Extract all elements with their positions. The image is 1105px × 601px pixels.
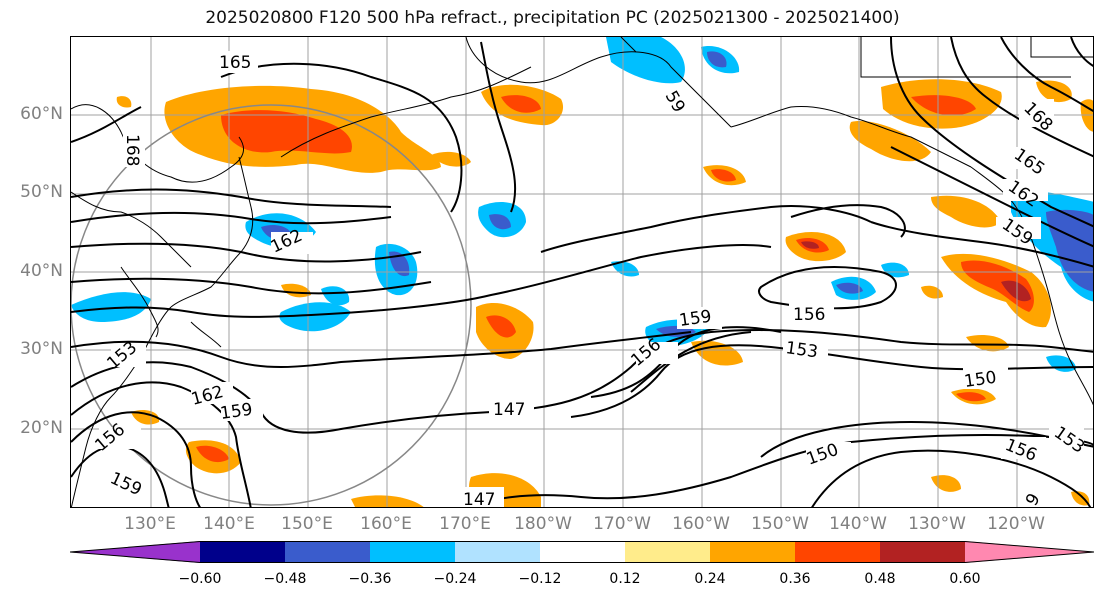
precip-area bbox=[1071, 491, 1090, 506]
contour-label: 168 bbox=[122, 134, 142, 166]
contour-label: 9 bbox=[1022, 490, 1045, 508]
precip-area bbox=[836, 282, 863, 294]
contour-label: 159 bbox=[678, 307, 713, 331]
colorbar-tick: 0.48 bbox=[864, 571, 896, 587]
colorbar-segment bbox=[795, 541, 880, 563]
colorbar-segment bbox=[370, 541, 455, 563]
contour-label: 147 bbox=[463, 490, 495, 508]
colorbar-segment bbox=[880, 541, 965, 563]
lon-label-130w: 130°W bbox=[908, 514, 966, 534]
lon-label-170w: 170°W bbox=[593, 514, 651, 534]
precip-area bbox=[321, 286, 350, 306]
precip-area bbox=[606, 37, 685, 84]
precip-area bbox=[931, 475, 961, 492]
precip-area bbox=[881, 262, 909, 278]
height-contours bbox=[71, 37, 1093, 507]
lon-label-170e: 170°E bbox=[439, 514, 491, 534]
precip-area bbox=[501, 95, 541, 113]
precip-area bbox=[71, 292, 151, 322]
lon-label-140w: 140°W bbox=[829, 514, 887, 534]
precip-area bbox=[131, 410, 160, 425]
map-svg: 165 168 162 153 162 159 156 159 147 147 … bbox=[71, 37, 1093, 508]
precip-area bbox=[221, 110, 352, 154]
lon-label-150e: 150°E bbox=[281, 514, 333, 534]
chart-title: 2025020800 F120 500 hPa refract., precip… bbox=[205, 8, 900, 28]
precip-area bbox=[489, 214, 511, 230]
lon-label-150w: 150°W bbox=[751, 514, 809, 534]
precip-area bbox=[966, 335, 1009, 352]
lon-label-130e: 130°E bbox=[124, 514, 176, 534]
colorbar-tick: −0.36 bbox=[348, 571, 392, 587]
colorbar-segment bbox=[625, 541, 710, 563]
precip-area bbox=[611, 261, 639, 277]
colorbar-tick: −0.48 bbox=[263, 571, 307, 587]
precip-area bbox=[961, 260, 1034, 312]
precip-area bbox=[921, 285, 943, 299]
lon-label-120w: 120°W bbox=[987, 514, 1045, 534]
colorbar-tick: −0.12 bbox=[518, 571, 562, 587]
lat-label-30n: 30°N bbox=[20, 339, 63, 359]
contour-label: 147 bbox=[493, 400, 525, 420]
colorbar-tick: 0.60 bbox=[949, 571, 981, 587]
colorbar-tick: −0.24 bbox=[433, 571, 477, 587]
contour-label: 159 bbox=[219, 400, 254, 424]
precip-area bbox=[1036, 80, 1072, 103]
precip-area bbox=[1001, 280, 1031, 302]
precip-area bbox=[389, 251, 410, 277]
precip-area bbox=[691, 340, 743, 366]
map-panel: 165 168 162 153 162 159 156 159 147 147 … bbox=[70, 36, 1094, 508]
precip-area bbox=[486, 315, 516, 338]
colorbar-segment bbox=[200, 541, 285, 563]
colorbar-tick: 0.12 bbox=[609, 571, 641, 587]
precip-area bbox=[931, 195, 1001, 228]
precip-area bbox=[801, 241, 819, 249]
precip-area bbox=[956, 392, 986, 402]
colorbar bbox=[70, 541, 1094, 563]
precip-area bbox=[707, 51, 727, 68]
precip-area bbox=[711, 169, 736, 182]
precip-area bbox=[116, 96, 132, 108]
colorbar-segment bbox=[455, 541, 540, 563]
colorbar-segment bbox=[285, 541, 370, 563]
contour-label: 153 bbox=[784, 338, 819, 362]
contour-label: 150 bbox=[963, 368, 998, 392]
lat-label-60n: 60°N bbox=[20, 104, 63, 124]
colorbar-segment bbox=[710, 541, 795, 563]
contour-label: 156 bbox=[793, 305, 825, 325]
contour-label: 59 bbox=[661, 88, 689, 117]
colorbar-segment bbox=[965, 541, 1094, 563]
colorbar-segment bbox=[70, 541, 200, 563]
precip-area bbox=[196, 445, 229, 463]
colorbar-tick: 0.24 bbox=[694, 571, 726, 587]
lon-label-180w: 180°W bbox=[514, 514, 572, 534]
range-circle bbox=[71, 104, 472, 506]
colorbar-tick: −0.60 bbox=[178, 571, 222, 587]
lon-label-160e: 160°E bbox=[360, 514, 412, 534]
colorbar-segment bbox=[540, 541, 625, 563]
precip-area bbox=[911, 95, 976, 116]
precip-area bbox=[279, 302, 351, 332]
precip-area bbox=[849, 121, 931, 162]
lon-label-140e: 140°E bbox=[203, 514, 255, 534]
lat-label-20n: 20°N bbox=[20, 418, 63, 438]
precip-area bbox=[351, 495, 424, 507]
lon-label-160w: 160°W bbox=[672, 514, 730, 534]
contour-label: 165 bbox=[219, 53, 251, 73]
precipitation-shading bbox=[71, 37, 1093, 507]
lat-label-50n: 50°N bbox=[20, 182, 63, 202]
colorbar-tick: 0.36 bbox=[779, 571, 811, 587]
lat-label-40n: 40°N bbox=[20, 261, 63, 281]
colorbar-outline bbox=[70, 541, 1094, 563]
precip-area bbox=[281, 283, 311, 298]
